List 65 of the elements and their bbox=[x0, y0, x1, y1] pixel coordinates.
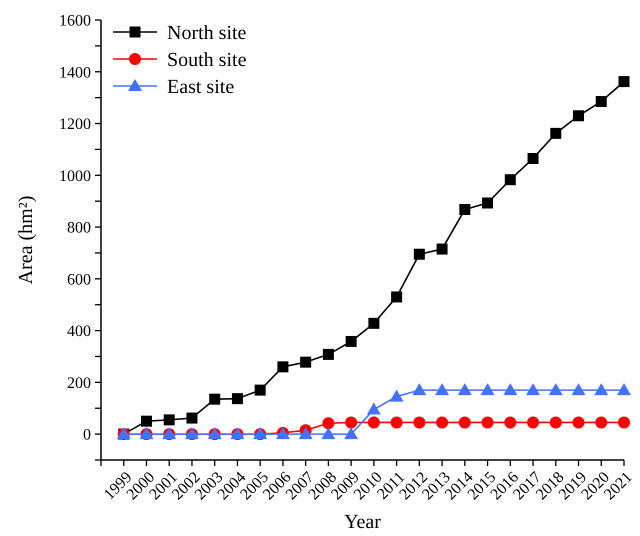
point bbox=[345, 416, 358, 428]
y-tick-label: 1000 bbox=[59, 168, 91, 185]
point bbox=[298, 427, 313, 440]
point bbox=[390, 390, 404, 402]
y-tick-label: 400 bbox=[67, 323, 91, 340]
point bbox=[526, 383, 540, 396]
point bbox=[436, 416, 448, 428]
point bbox=[459, 204, 470, 215]
point bbox=[482, 197, 494, 208]
legend-label: South site bbox=[167, 49, 247, 71]
point bbox=[550, 128, 562, 139]
point bbox=[164, 414, 175, 426]
point bbox=[391, 291, 402, 302]
point bbox=[482, 416, 494, 428]
point bbox=[458, 383, 472, 396]
point bbox=[617, 383, 631, 396]
point bbox=[366, 402, 381, 415]
x-axis-title: Year bbox=[344, 511, 382, 533]
y-tick-label: 1600 bbox=[59, 12, 91, 30]
point bbox=[503, 383, 518, 396]
point bbox=[413, 416, 426, 428]
point bbox=[528, 152, 539, 164]
point bbox=[300, 356, 312, 368]
point bbox=[550, 416, 562, 428]
y-tick-label: 800 bbox=[67, 220, 91, 237]
point bbox=[321, 427, 336, 440]
y-tick-label: 1200 bbox=[59, 116, 91, 134]
point bbox=[618, 416, 630, 428]
point bbox=[618, 76, 630, 88]
y-tick-label: 0 bbox=[83, 426, 91, 444]
point bbox=[594, 383, 608, 396]
y-tick-label: 200 bbox=[67, 374, 91, 392]
point bbox=[504, 416, 516, 428]
point bbox=[254, 384, 266, 396]
point bbox=[209, 394, 220, 405]
point bbox=[572, 383, 586, 396]
point bbox=[572, 416, 585, 428]
point bbox=[344, 427, 358, 440]
point bbox=[504, 174, 516, 186]
point bbox=[480, 383, 495, 396]
point bbox=[186, 412, 198, 424]
point bbox=[412, 383, 426, 396]
point bbox=[322, 348, 334, 360]
legend-label: East site bbox=[167, 76, 234, 98]
point bbox=[435, 383, 450, 396]
point bbox=[527, 416, 540, 428]
legend-label: North site bbox=[167, 22, 247, 44]
point bbox=[595, 416, 608, 428]
point bbox=[573, 110, 584, 122]
point bbox=[232, 393, 243, 404]
point bbox=[322, 417, 334, 430]
point bbox=[346, 336, 357, 347]
point bbox=[277, 361, 288, 372]
point bbox=[390, 416, 403, 428]
point bbox=[548, 383, 563, 396]
y-axis-title: Area (hm²) bbox=[15, 196, 37, 284]
y-tick-label: 1400 bbox=[59, 64, 91, 82]
point bbox=[140, 416, 152, 427]
y-tick-label: 600 bbox=[67, 271, 91, 288]
point bbox=[368, 416, 380, 428]
point bbox=[414, 248, 425, 260]
point bbox=[596, 96, 607, 108]
point bbox=[458, 416, 471, 428]
point bbox=[436, 244, 448, 255]
point bbox=[368, 318, 380, 329]
